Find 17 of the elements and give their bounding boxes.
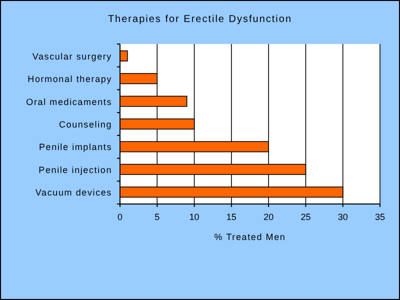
chart-title: Therapies for Erectile Dysfunction bbox=[108, 14, 292, 25]
x-axis-title: % Treated Men bbox=[214, 232, 286, 242]
x-tick-label: 10 bbox=[189, 212, 200, 222]
y-tick-label: Oral medicaments bbox=[26, 96, 112, 107]
x-tick-label: 35 bbox=[374, 212, 386, 222]
y-tick-label: Penile implants bbox=[38, 142, 112, 152]
x-tick-label: 20 bbox=[264, 212, 274, 222]
y-tick-label: Counseling bbox=[58, 120, 112, 130]
y-tick-label: Hormonal therapy bbox=[28, 74, 112, 84]
y-tick-label: Vacuum devices bbox=[35, 188, 112, 198]
x-tick-label: 15 bbox=[226, 212, 236, 222]
x-tick-label: 0 bbox=[117, 212, 123, 222]
x-tick-label: 25 bbox=[300, 212, 311, 222]
x-tick-label: 30 bbox=[338, 212, 348, 222]
y-tick-label: Vascular surgery bbox=[32, 51, 112, 62]
y-tick-label: Penile injection bbox=[38, 164, 112, 175]
x-tick-label: 5 bbox=[154, 212, 160, 222]
